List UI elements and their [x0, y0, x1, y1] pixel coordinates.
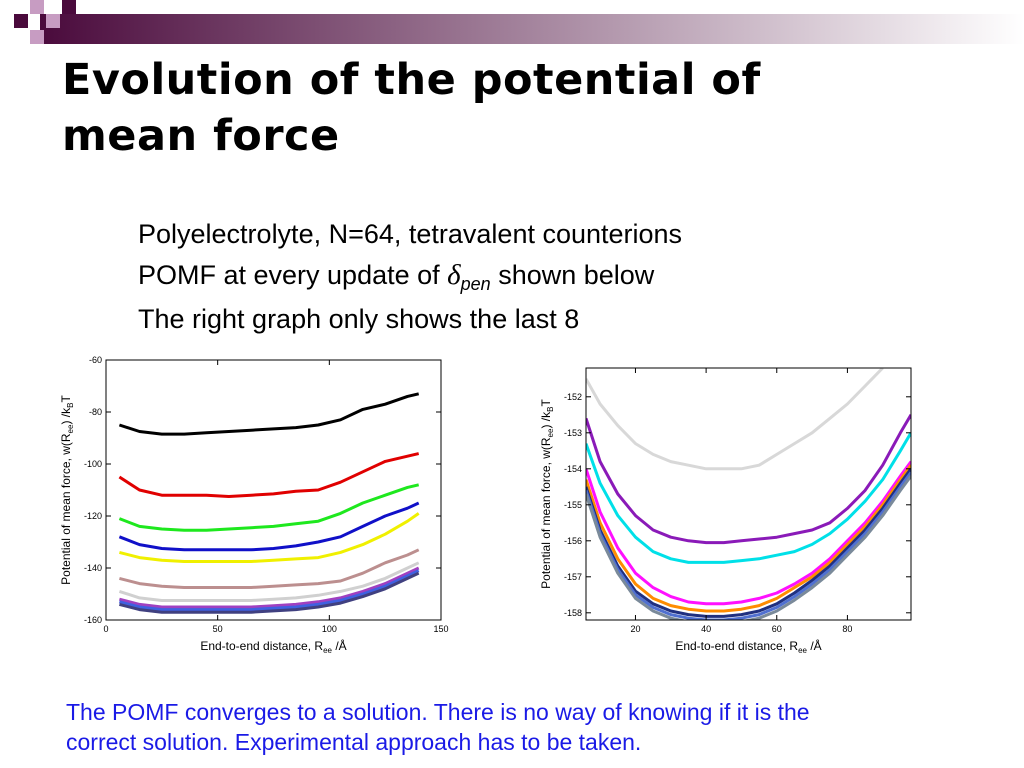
description-block: Polyelectrolyte, N=64, tetravalent count… — [138, 214, 898, 340]
x-tick-label: 100 — [322, 624, 337, 634]
y-axis-label-sub-b: B — [66, 403, 75, 408]
series-line-6 — [586, 467, 911, 618]
series-line-8 — [586, 475, 911, 620]
y-axis-label-sub-ee: ee — [546, 428, 555, 437]
x-axis-label: End-to-end distance, Ree /Å — [200, 638, 346, 655]
series-line-3 — [118, 483, 420, 532]
slide-title: Evolution of the potential of mean force — [62, 52, 962, 164]
x-axis-label-main: End-to-end distance, R — [675, 639, 798, 653]
x-tick-label: 20 — [630, 624, 640, 634]
deco-square-2 — [30, 0, 44, 14]
y-tick-label: -156 — [564, 536, 582, 546]
y-axis-label: Potential of mean force, w(Ree) /kBT — [539, 399, 555, 589]
x-axis-label-unit: /Å — [807, 638, 822, 653]
y-tick-label: -120 — [84, 511, 102, 521]
series-group — [586, 368, 911, 620]
y-tick-label: -100 — [84, 459, 102, 469]
gradient-bar — [40, 14, 1024, 44]
y-tick-label: -80 — [89, 407, 102, 417]
series-line-1 — [586, 368, 884, 471]
header-gradient-bar — [14, 0, 1024, 44]
series-line-4 — [118, 501, 420, 552]
x-tick-label: 150 — [433, 624, 448, 634]
y-axis-label-main: Potential of mean force, w(R — [539, 437, 553, 589]
y-axis-label: Potential of mean force, w(Ree) /kBT — [59, 395, 75, 585]
x-tick-label: 50 — [213, 624, 223, 634]
deco-square-4 — [30, 30, 44, 44]
series-line-7 — [118, 561, 420, 602]
line2-suffix: shown below — [490, 260, 655, 290]
description-line-3: The right graph only shows the last 8 — [138, 304, 580, 334]
y-tick-label: -153 — [564, 428, 582, 438]
series-line-5 — [119, 512, 420, 563]
x-axis-label-sub: ee — [798, 646, 807, 655]
conclusion-text: The POMF converges to a solution. There … — [66, 697, 1006, 757]
pomf-chart-last-8: 20 40 60 80 -158 -157 -156 -155 -154 -153 -152 End-… — [539, 367, 912, 655]
y-axis-label-end: T — [59, 395, 73, 403]
pomf-chart-all-updates: 0 50 100 150 -160 -140 -120 -100 -80 -60 End-to-en… — [59, 355, 449, 655]
series-line-2 — [118, 452, 420, 498]
y-axis-label-end: T — [539, 399, 553, 407]
y-axis-label-mid: ) /k — [539, 411, 553, 429]
y-axis-label-main: Potential of mean force, w(R — [59, 433, 73, 585]
series-group — [118, 392, 420, 614]
series-line-1 — [118, 392, 420, 436]
x-tick-label: 60 — [772, 624, 782, 634]
x-tick-label: 0 — [103, 624, 108, 634]
deco-square-5 — [62, 0, 76, 14]
series-line-4 — [586, 460, 911, 606]
description-line-2: POMF at every update of δpen shown below — [138, 255, 898, 299]
series-line-5 — [586, 464, 911, 613]
y-tick-label: -158 — [564, 608, 582, 618]
y-tick-label: -60 — [89, 355, 102, 365]
series-line-3 — [586, 432, 911, 564]
footer-line-1: The POMF converges to a solution. There … — [66, 699, 810, 725]
title-line-1: Evolution of the potential of — [62, 55, 761, 105]
x-axis-label: End-to-end distance, Ree /Å — [675, 638, 821, 655]
series-line-7 — [586, 471, 911, 620]
deco-square-3 — [46, 14, 60, 28]
x-tick-label: 40 — [701, 624, 711, 634]
description-line-1: Polyelectrolyte, N=64, tetravalent count… — [138, 219, 683, 249]
y-axis-label-sub-b: B — [546, 407, 555, 412]
x-tick-label: 80 — [842, 624, 852, 634]
series-line-8 — [119, 566, 420, 609]
series-line-10 — [119, 571, 420, 614]
deco-square-1 — [14, 14, 28, 28]
y-tick-label: -157 — [564, 572, 582, 582]
series-line-9 — [119, 569, 420, 612]
delta-subscript: pen — [460, 274, 491, 294]
title-line-2: mean force — [62, 111, 340, 161]
delta-symbol: δ — [447, 259, 461, 291]
line2-prefix: POMF at every update of — [138, 260, 448, 290]
x-axis-label-unit: /Å — [332, 638, 347, 653]
plot-frame — [585, 367, 912, 621]
y-axis-label-mid: ) /k — [59, 407, 73, 425]
series-line-6 — [119, 548, 420, 589]
y-axis-label-sub-ee: ee — [66, 424, 75, 433]
y-tick-label: -140 — [84, 563, 102, 573]
footer-line-2: correct solution. Experimental approach … — [66, 729, 642, 755]
plot-frame — [105, 359, 442, 621]
series-line-2 — [586, 414, 911, 545]
x-axis-label-sub: ee — [323, 646, 332, 655]
y-tick-label: -154 — [564, 464, 582, 474]
x-axis-label-main: End-to-end distance, R — [200, 639, 323, 653]
y-tick-label: -155 — [564, 500, 582, 510]
y-tick-label: -160 — [84, 615, 102, 625]
y-tick-label: -152 — [564, 392, 582, 402]
